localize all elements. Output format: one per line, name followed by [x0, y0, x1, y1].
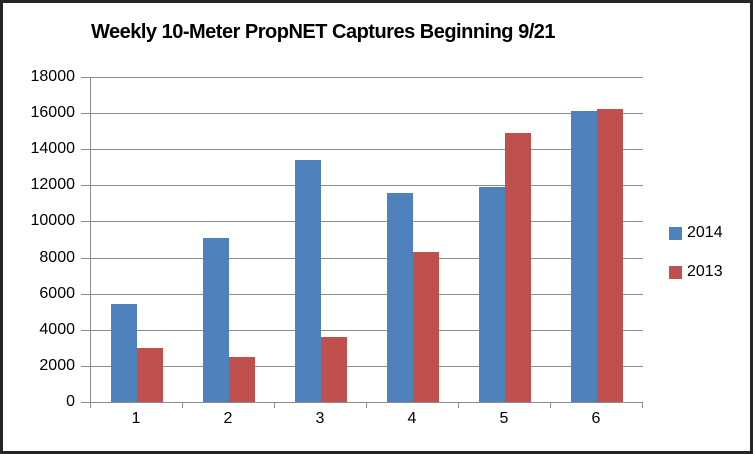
y-axis-label-12000: 12000 [30, 176, 76, 193]
y-tick-14000 [81, 149, 90, 150]
x-axis-label-2: 2 [223, 410, 233, 427]
y-tick-4000 [81, 330, 90, 331]
bar-2013-category-3 [321, 337, 347, 402]
y-axis-label-6000: 6000 [39, 285, 75, 302]
x-tick-2 [274, 403, 275, 408]
bar-2014-category-2 [203, 238, 229, 402]
gridline-10000 [91, 221, 643, 222]
x-axis-label-1: 1 [131, 410, 141, 427]
gridline-6000 [91, 294, 643, 295]
x-tick-1 [182, 403, 183, 408]
legend-item-2014: 2014 [669, 224, 723, 242]
x-axis-label-5: 5 [499, 410, 509, 427]
y-tick-6000 [81, 294, 90, 295]
y-axis-label-4000: 4000 [39, 321, 75, 338]
bar-2013-category-6 [597, 109, 623, 402]
gridline-8000 [91, 258, 643, 259]
bar-2013-category-1 [137, 348, 163, 402]
y-tick-0 [81, 402, 90, 403]
gridline-4000 [91, 330, 643, 331]
legend-swatch-2013 [669, 265, 682, 279]
legend-label-2014: 2014 [687, 224, 723, 241]
y-axis-label-16000: 16000 [30, 104, 76, 121]
bar-2014-category-5 [479, 187, 505, 402]
x-axis-label-6: 6 [591, 410, 601, 427]
gridline-18000 [91, 77, 643, 78]
plot-area [90, 77, 643, 403]
x-axis-label-3: 3 [315, 410, 325, 427]
y-axis-label-0: 0 [66, 393, 75, 410]
x-tick-4 [458, 403, 459, 408]
x-tick-3 [366, 403, 367, 408]
gridline-14000 [91, 149, 643, 150]
y-axis-label-2000: 2000 [39, 357, 75, 374]
chart-title: Weekly 10-Meter PropNET Captures Beginni… [90, 21, 556, 43]
bar-2014-category-6 [571, 111, 597, 402]
y-tick-18000 [81, 77, 90, 78]
gridline-16000 [91, 113, 643, 114]
bar-2014-category-4 [387, 193, 413, 402]
x-axis-label-4: 4 [407, 410, 417, 427]
bar-2013-category-4 [413, 252, 439, 402]
y-axis-label-10000: 10000 [30, 212, 76, 229]
gridline-12000 [91, 185, 643, 186]
y-axis-label-18000: 18000 [30, 68, 76, 85]
x-tick-5 [550, 403, 551, 408]
gridline-2000 [91, 366, 643, 367]
y-tick-16000 [81, 113, 90, 114]
bar-2014-category-3 [295, 160, 321, 402]
legend: 2014 2013 [669, 224, 723, 302]
bar-2014-category-1 [111, 304, 137, 402]
bar-2013-category-2 [229, 357, 255, 402]
bar-2013-category-5 [505, 133, 531, 402]
y-tick-8000 [81, 258, 90, 259]
legend-label-2013: 2013 [687, 263, 723, 280]
legend-item-2013: 2013 [669, 263, 723, 281]
x-tick-0 [90, 403, 91, 408]
y-axis-label-14000: 14000 [30, 140, 76, 157]
y-axis-label-8000: 8000 [39, 249, 75, 266]
legend-swatch-2014 [669, 226, 682, 240]
y-tick-12000 [81, 185, 90, 186]
y-tick-2000 [81, 366, 90, 367]
y-tick-10000 [81, 221, 90, 222]
x-tick-6 [642, 403, 643, 408]
